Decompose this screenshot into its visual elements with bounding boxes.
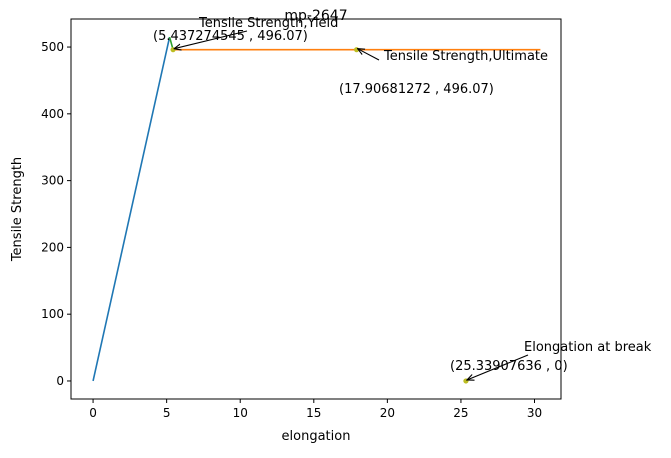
chart-title: mp-2647 <box>284 8 347 24</box>
y-tick-label: 500 <box>41 40 64 54</box>
x-axis-label: elongation <box>282 429 351 444</box>
y-tick-label: 300 <box>41 174 64 188</box>
annotation-label-2: Tensile Strength,Ultimate <box>383 49 548 64</box>
x-tick-label: 10 <box>233 406 248 420</box>
x-tick-label: 20 <box>380 406 395 420</box>
x-tick-label: 30 <box>527 406 542 420</box>
x-tick-label: 5 <box>163 406 171 420</box>
x-tick-label: 25 <box>453 406 468 420</box>
x-tick-label: 15 <box>306 406 321 420</box>
annotation-arrow-1 <box>174 30 248 49</box>
annotation-label-3: Elongation at break <box>524 340 652 355</box>
annotation-coords-3: (25.33907636 , 0) <box>450 359 568 374</box>
plot-frame <box>70 18 562 400</box>
annotation-label-1: Tensile Strength,Yield <box>198 16 338 31</box>
annotation-coords-1: (5.437274545 , 496.07) <box>153 29 308 44</box>
annotation-arrow-2 <box>358 49 380 61</box>
x-tick-label: 0 <box>89 406 97 420</box>
annotation-arrow-3 <box>467 354 529 380</box>
y-tick-label: 100 <box>41 307 64 321</box>
series-line-1 <box>92 36 171 382</box>
y-tick-label: 200 <box>41 240 64 254</box>
annotation-coords-2: (17.90681272 , 496.07) <box>339 82 494 97</box>
annotation-layer: Tensile Strength,Yield(5.437274545 , 496… <box>153 16 652 380</box>
y-tick-label: 400 <box>41 107 64 121</box>
y-tick-label: 0 <box>56 374 64 388</box>
data-point-1 <box>170 47 176 53</box>
y-axis-label: Tensile Strength <box>10 157 25 262</box>
